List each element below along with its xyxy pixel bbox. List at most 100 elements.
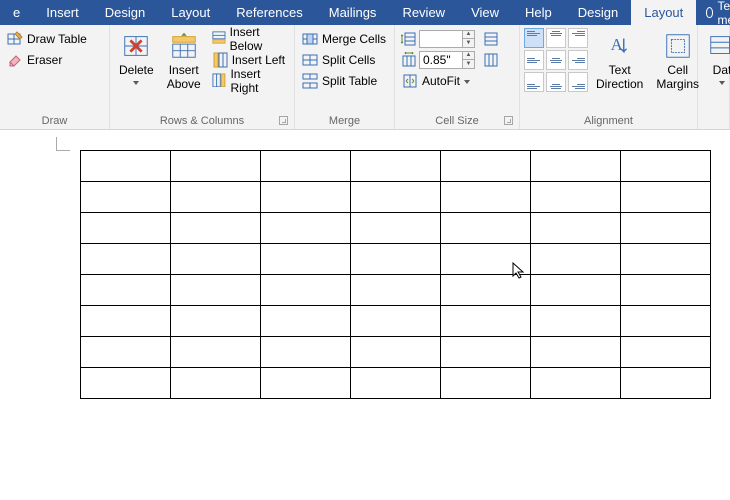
tab-insert[interactable]: Insert bbox=[33, 0, 92, 25]
align-mid-center[interactable] bbox=[546, 50, 566, 70]
delete-button[interactable]: Delete bbox=[114, 28, 159, 88]
table-cell[interactable] bbox=[531, 275, 621, 306]
table-cell[interactable] bbox=[351, 306, 441, 337]
table-cell[interactable] bbox=[351, 151, 441, 182]
align-bot-right[interactable] bbox=[568, 72, 588, 92]
table-cell[interactable] bbox=[171, 368, 261, 399]
col-width-spinner[interactable]: ▲▼ bbox=[463, 51, 475, 69]
table-row[interactable] bbox=[81, 275, 711, 306]
table-cell[interactable] bbox=[531, 213, 621, 244]
table-cell[interactable] bbox=[261, 275, 351, 306]
table-row[interactable] bbox=[81, 337, 711, 368]
table-cell[interactable] bbox=[531, 368, 621, 399]
tab-mailings[interactable]: Mailings bbox=[316, 0, 390, 25]
table-row[interactable] bbox=[81, 368, 711, 399]
cell-size-launcher[interactable] bbox=[504, 116, 513, 125]
table-cell[interactable] bbox=[171, 182, 261, 213]
table-cell[interactable] bbox=[441, 151, 531, 182]
tab-help[interactable]: Help bbox=[512, 0, 565, 25]
table-cell[interactable] bbox=[441, 275, 531, 306]
insert-below-button[interactable]: Insert Below bbox=[209, 28, 290, 49]
align-top-center[interactable] bbox=[546, 28, 566, 48]
tab-review[interactable]: Review bbox=[389, 0, 458, 25]
table-cell[interactable] bbox=[81, 275, 171, 306]
text-direction-button[interactable]: A Text Direction bbox=[591, 28, 648, 94]
table-cell[interactable] bbox=[261, 337, 351, 368]
tab-file-partial[interactable]: e bbox=[0, 0, 33, 25]
tell-me[interactable]: Tell me bbox=[696, 0, 730, 25]
table-cell[interactable] bbox=[621, 213, 711, 244]
table-cell[interactable] bbox=[621, 244, 711, 275]
distribute-rows-button[interactable] bbox=[480, 28, 502, 49]
table-cell[interactable] bbox=[261, 213, 351, 244]
row-height-input[interactable] bbox=[419, 30, 463, 48]
data-button-partial[interactable]: Dat bbox=[702, 28, 730, 88]
table-cell[interactable] bbox=[171, 337, 261, 368]
align-top-left[interactable] bbox=[524, 28, 544, 48]
table-cell[interactable] bbox=[171, 213, 261, 244]
table-row[interactable] bbox=[81, 213, 711, 244]
col-width-input[interactable] bbox=[419, 51, 463, 69]
align-bot-left[interactable] bbox=[524, 72, 544, 92]
table-cell[interactable] bbox=[351, 275, 441, 306]
merge-cells-button[interactable]: Merge Cells bbox=[299, 28, 389, 49]
row-height-spinner[interactable]: ▲▼ bbox=[463, 30, 475, 48]
eraser-button[interactable]: Eraser bbox=[4, 49, 90, 70]
document-canvas[interactable] bbox=[0, 130, 730, 399]
table-cell[interactable] bbox=[621, 275, 711, 306]
table-cell[interactable] bbox=[351, 244, 441, 275]
table-cell[interactable] bbox=[351, 337, 441, 368]
align-mid-left[interactable] bbox=[524, 50, 544, 70]
table-cell[interactable] bbox=[621, 368, 711, 399]
cell-margins-button[interactable]: Cell Margins bbox=[651, 28, 704, 94]
table-cell[interactable] bbox=[261, 368, 351, 399]
table-cell[interactable] bbox=[441, 213, 531, 244]
distribute-cols-button[interactable] bbox=[480, 49, 502, 70]
autofit-button[interactable]: AutoFit bbox=[399, 70, 477, 91]
table-cell[interactable] bbox=[621, 182, 711, 213]
tab-references[interactable]: References bbox=[223, 0, 315, 25]
tab-view[interactable]: View bbox=[458, 0, 512, 25]
table-cell[interactable] bbox=[81, 213, 171, 244]
table-cell[interactable] bbox=[621, 306, 711, 337]
table-cell[interactable] bbox=[261, 182, 351, 213]
table-cell[interactable] bbox=[81, 368, 171, 399]
table-cell[interactable] bbox=[531, 244, 621, 275]
table-cell[interactable] bbox=[351, 182, 441, 213]
split-table-button[interactable]: Split Table bbox=[299, 70, 389, 91]
align-bot-center[interactable] bbox=[546, 72, 566, 92]
tab-layout[interactable]: Layout bbox=[158, 0, 223, 25]
table-cell[interactable] bbox=[441, 337, 531, 368]
align-top-right[interactable] bbox=[568, 28, 588, 48]
table-cell[interactable] bbox=[171, 306, 261, 337]
table-cell[interactable] bbox=[351, 213, 441, 244]
table-row[interactable] bbox=[81, 182, 711, 213]
table-cell[interactable] bbox=[531, 182, 621, 213]
table-cell[interactable] bbox=[171, 244, 261, 275]
ruler-tab-selector[interactable] bbox=[56, 137, 70, 151]
table-cell[interactable] bbox=[351, 368, 441, 399]
table-cell[interactable] bbox=[531, 151, 621, 182]
tab-design[interactable]: Design bbox=[92, 0, 158, 25]
table-cell[interactable] bbox=[621, 337, 711, 368]
table-cell[interactable] bbox=[81, 151, 171, 182]
table-cell[interactable] bbox=[171, 151, 261, 182]
table-cell[interactable] bbox=[441, 182, 531, 213]
table-cell[interactable] bbox=[81, 337, 171, 368]
table-cell[interactable] bbox=[81, 182, 171, 213]
table-row[interactable] bbox=[81, 151, 711, 182]
table-cell[interactable] bbox=[81, 244, 171, 275]
table-cell[interactable] bbox=[261, 306, 351, 337]
align-mid-right[interactable] bbox=[568, 50, 588, 70]
draw-table-button[interactable]: Draw Table bbox=[4, 28, 90, 49]
table-cell[interactable] bbox=[441, 244, 531, 275]
table-row[interactable] bbox=[81, 244, 711, 275]
table-cell[interactable] bbox=[441, 368, 531, 399]
table-cell[interactable] bbox=[531, 337, 621, 368]
table-row[interactable] bbox=[81, 306, 711, 337]
table-cell[interactable] bbox=[261, 151, 351, 182]
split-cells-button[interactable]: Split Cells bbox=[299, 49, 389, 70]
table-cell[interactable] bbox=[261, 244, 351, 275]
table-cell[interactable] bbox=[171, 275, 261, 306]
table-cell[interactable] bbox=[531, 306, 621, 337]
